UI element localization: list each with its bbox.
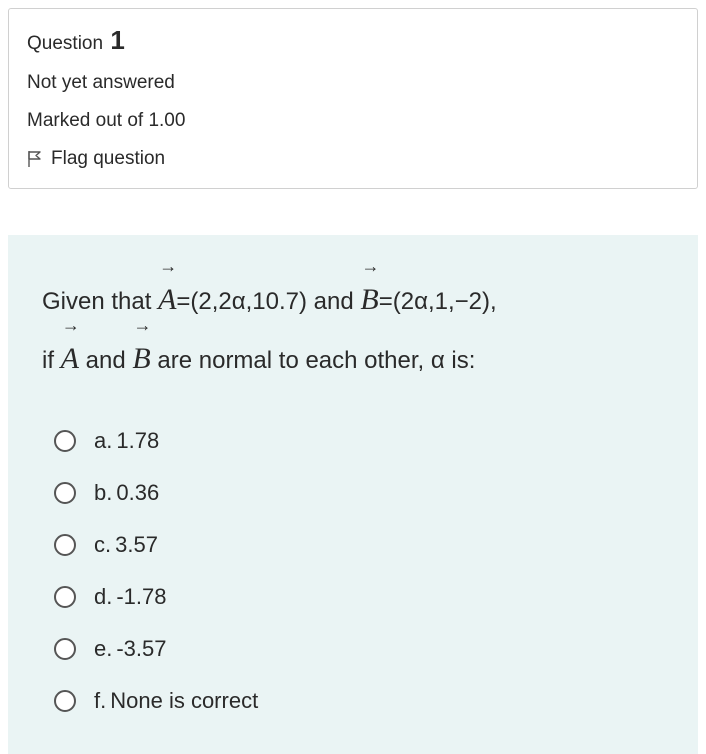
question-number: 1 [110, 25, 124, 55]
vector-arrow-icon: → [61, 316, 81, 334]
stem-text: if [42, 347, 61, 374]
option-c[interactable]: c.3.57 [54, 532, 664, 558]
vector-A: →A [158, 271, 176, 330]
stem-text: =(2,2α,10.7) and [176, 288, 360, 315]
flag-label: Flag question [51, 148, 165, 170]
option-e-radio[interactable] [54, 638, 76, 660]
option-key: c. [94, 532, 111, 557]
vector-A-letter: A [61, 342, 79, 375]
option-key: d. [94, 584, 112, 609]
marks-value: 1.00 [148, 110, 185, 131]
vector-arrow-icon: → [158, 257, 178, 275]
vector-B: →B [360, 271, 378, 330]
option-text: None is correct [110, 688, 258, 713]
option-a[interactable]: a.1.78 [54, 428, 664, 454]
question-number-line: Question 1 [27, 25, 679, 56]
option-label: f.None is correct [94, 688, 258, 714]
vector-B-letter: B [132, 342, 150, 375]
vector-B-letter: B [360, 283, 378, 316]
marks-prefix: Marked out of [27, 110, 143, 131]
options-list: a.1.78 b.0.36 c.3.57 d.-1.78 e.-3.57 f.N… [42, 428, 664, 714]
option-key: b. [94, 480, 112, 505]
question-body-card: Given that →A=(2,2α,10.7) and →B=(2α,1,−… [8, 235, 698, 754]
vector-arrow-icon: → [132, 316, 152, 334]
option-key: a. [94, 428, 112, 453]
vector-A: →A [61, 330, 79, 389]
option-c-radio[interactable] [54, 534, 76, 556]
marks-line: Marked out of 1.00 [27, 110, 679, 132]
question-info-card: Question 1 Not yet answered Marked out o… [8, 8, 698, 189]
option-f[interactable]: f.None is correct [54, 688, 664, 714]
option-text: -3.57 [116, 636, 166, 661]
option-label: d.-1.78 [94, 584, 167, 610]
option-key: e. [94, 636, 112, 661]
option-text: 0.36 [116, 480, 159, 505]
option-key: f. [94, 688, 106, 713]
option-a-radio[interactable] [54, 430, 76, 452]
question-stem: Given that →A=(2,2α,10.7) and →B=(2α,1,−… [42, 271, 664, 388]
vector-arrow-icon: → [360, 257, 380, 275]
option-label: a.1.78 [94, 428, 159, 454]
option-f-radio[interactable] [54, 690, 76, 712]
option-text: 3.57 [115, 532, 158, 557]
stem-text: =(2α,1,−2), [379, 288, 497, 315]
flag-question-link[interactable]: Flag question [27, 148, 679, 170]
answer-status: Not yet answered [27, 72, 679, 94]
option-label: c.3.57 [94, 532, 158, 558]
option-d[interactable]: d.-1.78 [54, 584, 664, 610]
option-text: 1.78 [116, 428, 159, 453]
option-label: b.0.36 [94, 480, 159, 506]
option-b-radio[interactable] [54, 482, 76, 504]
option-b[interactable]: b.0.36 [54, 480, 664, 506]
question-label: Question [27, 33, 103, 54]
stem-text: are normal to each other, α is: [151, 347, 476, 374]
flag-icon [27, 150, 43, 168]
option-text: -1.78 [116, 584, 166, 609]
stem-text: and [79, 347, 132, 374]
vector-B: →B [132, 330, 150, 389]
option-label: e.-3.57 [94, 636, 167, 662]
stem-text: Given that [42, 288, 158, 315]
vector-A-letter: A [158, 283, 176, 316]
option-d-radio[interactable] [54, 586, 76, 608]
option-e[interactable]: e.-3.57 [54, 636, 664, 662]
